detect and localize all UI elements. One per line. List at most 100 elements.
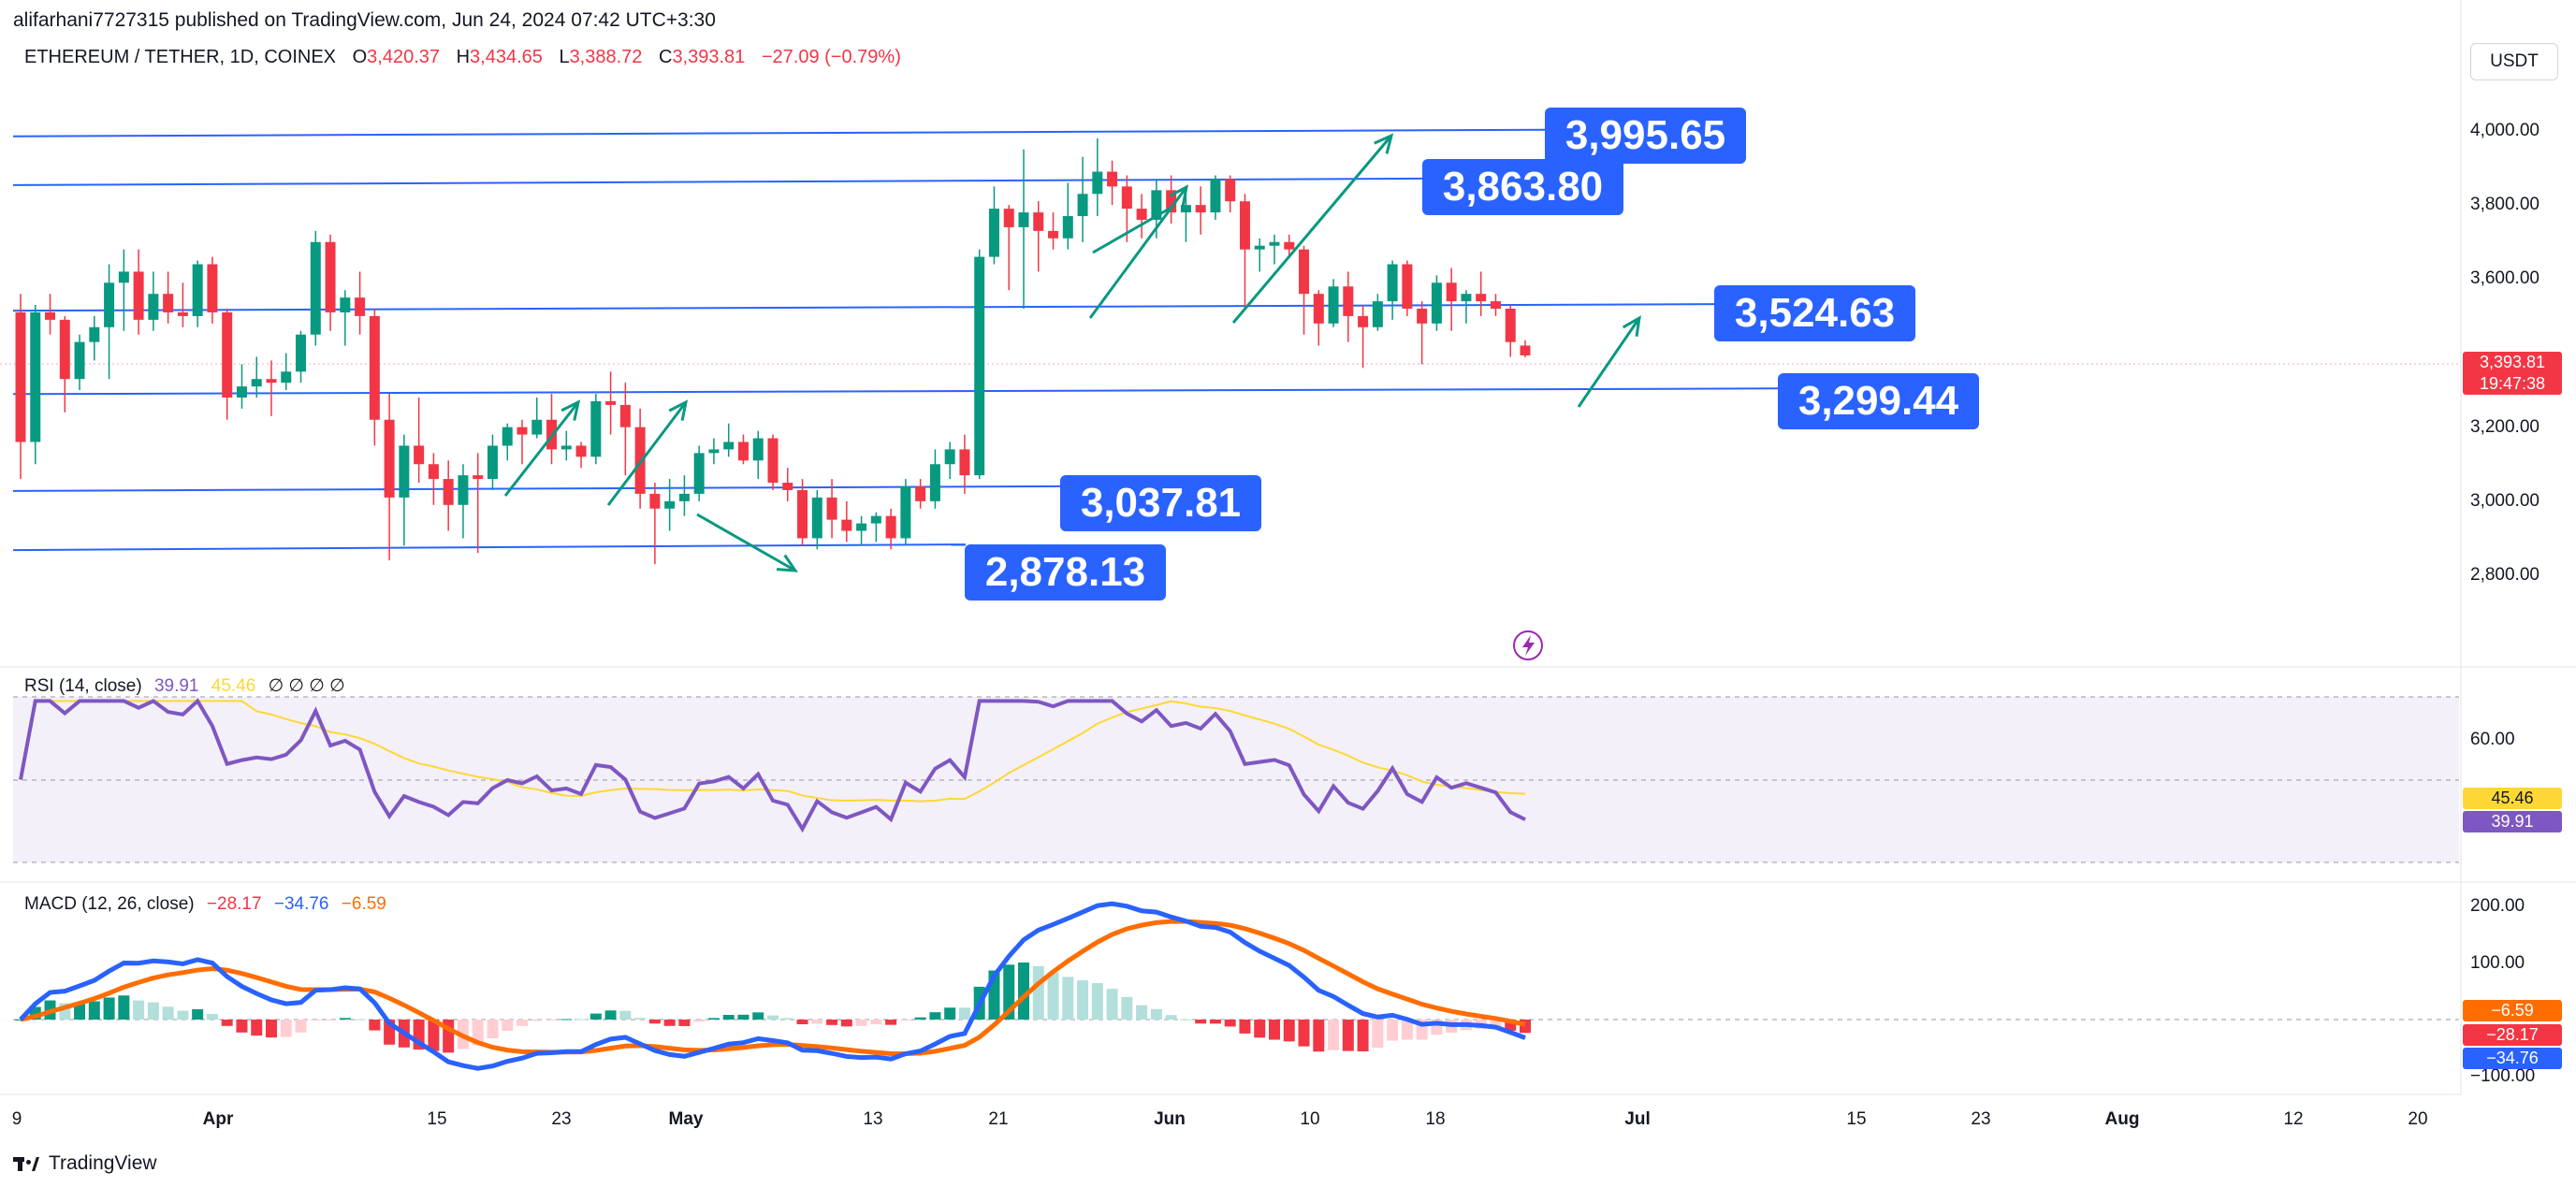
macd-histogram-bar [1165, 1015, 1177, 1020]
candle [856, 523, 867, 531]
macd-histogram-bar [310, 1020, 322, 1021]
macd-histogram-bar [1209, 1020, 1221, 1024]
macd-histogram-bar [221, 1020, 233, 1026]
macd-histogram-bar [870, 1020, 882, 1025]
time-axis-tick: Jun [1154, 1109, 1186, 1129]
macd-histogram-bar [560, 1019, 573, 1021]
candle [634, 427, 646, 494]
candle [915, 486, 926, 501]
macd-histogram-bar [502, 1020, 514, 1032]
macd-histogram-bar [295, 1020, 307, 1033]
candle [560, 445, 572, 450]
candle [678, 493, 690, 501]
candle [664, 500, 676, 509]
time-axis-tick: 12 [2283, 1109, 2304, 1129]
level-callout: 3,299.44 [1778, 373, 1979, 429]
rsi-panel [13, 696, 2459, 863]
candle [605, 400, 617, 405]
macd-legend: MACD (12, 26, close) −28.17 −34.76 −6.59 [24, 894, 386, 915]
macd-axis-tick: 200.00 [2470, 896, 2525, 916]
candle [1239, 201, 1250, 250]
rsi-title: RSI (14, close) [24, 676, 142, 696]
macd-histogram-bar [1254, 1020, 1266, 1038]
time-axis-tick: 13 [863, 1109, 883, 1129]
currency-button[interactable]: USDT [2470, 43, 2558, 80]
macd-histogram-bar [840, 1020, 852, 1027]
trend-arrow [1231, 135, 1393, 324]
macd-histogram-bar [1106, 989, 1118, 1020]
macd-histogram-bar [707, 1018, 720, 1020]
candle [974, 256, 985, 476]
macd-histogram-bar [1121, 996, 1133, 1020]
rsi-legend: RSI (14, close) 39.91 45.46 ∅ ∅ ∅ ∅ [24, 675, 345, 697]
candle [1446, 282, 1457, 302]
level-line [12, 128, 1554, 138]
candle [1092, 171, 1103, 195]
level-callout: 3,524.63 [1714, 285, 1915, 341]
time-axis-tick: Jul [1624, 1109, 1651, 1129]
price-axis-tick: 3,200.00 [2470, 416, 2540, 437]
macd-histogram-bar [1239, 1020, 1251, 1034]
candle [487, 445, 498, 480]
macd-histogram-bar [354, 1019, 366, 1021]
rsi-ma-value: 45.46 [211, 676, 256, 696]
macd-histogram-bar [118, 995, 130, 1020]
candle [458, 475, 469, 505]
time-axis-tick: 15 [427, 1109, 447, 1129]
candle [443, 479, 454, 505]
candle [428, 464, 439, 480]
candle [1490, 301, 1501, 309]
trend-arrow-head [1169, 184, 1189, 206]
macd-histogram-bar [531, 1020, 543, 1021]
macd-histogram-bar [1136, 1005, 1148, 1020]
trend-arrow-head [776, 554, 798, 572]
level-line [12, 177, 1423, 186]
candle [15, 311, 26, 442]
candle [192, 264, 203, 316]
candle [384, 419, 395, 498]
macd-histogram-bar [59, 1003, 71, 1020]
trend-arrow [503, 401, 580, 497]
macd-histogram-bar [1032, 965, 1044, 1020]
macd-histogram-bar [251, 1020, 263, 1036]
candle [281, 371, 292, 384]
candle [752, 438, 764, 461]
level-callout: 2,878.13 [965, 544, 1166, 601]
macd-histogram-bar [428, 1020, 440, 1051]
trend-arrow-head [560, 399, 581, 421]
candle [929, 464, 940, 501]
published-by-text: alifarhani7727315 published on TradingVi… [13, 9, 716, 31]
macd-histogram-bar [634, 1018, 647, 1020]
time-axis-tick: 18 [1425, 1109, 1446, 1129]
candle [251, 379, 262, 387]
trend-arrow-head [1374, 133, 1394, 154]
rsi-band [13, 697, 2459, 862]
trend-arrows [503, 133, 1641, 572]
candle [723, 442, 735, 450]
macd-histogram-bar [1062, 977, 1074, 1020]
macd-histogram-bar [1195, 1020, 1207, 1024]
candle [1033, 212, 1044, 231]
candle [1269, 241, 1280, 246]
candle [1254, 245, 1265, 250]
macd-histogram-bar [1091, 982, 1103, 1020]
macd-histogram-bar [796, 1020, 808, 1025]
candle [30, 311, 41, 442]
candle [988, 209, 999, 257]
macd-axis-tick: 100.00 [2470, 952, 2525, 973]
candle [1417, 309, 1428, 324]
candle [767, 438, 779, 484]
candle [89, 326, 100, 342]
lightning-marker [1513, 630, 1543, 660]
trend-arrow [1577, 317, 1641, 408]
macd-histogram-bar [1077, 980, 1089, 1020]
macd-panel [13, 901, 2459, 1071]
candle [502, 427, 513, 446]
candle [826, 497, 837, 520]
symbol-title: ETHEREUM / TETHER, 1D, COINEX [24, 47, 337, 67]
macd-histogram-bar [767, 1015, 779, 1020]
macd-hist-tag: −28.17 [2463, 1024, 2562, 1046]
candle [1121, 186, 1132, 210]
candle [266, 379, 277, 384]
